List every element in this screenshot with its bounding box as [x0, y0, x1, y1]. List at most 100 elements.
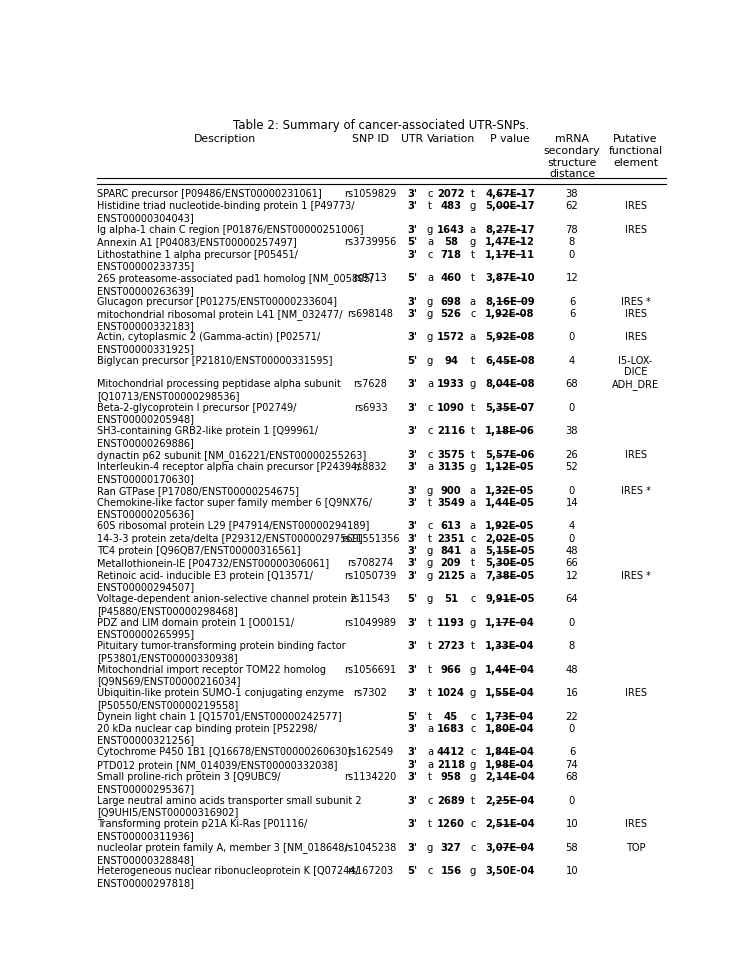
- Text: c: c: [427, 426, 433, 436]
- Text: rs7302: rs7302: [353, 687, 388, 698]
- Text: 3': 3': [407, 250, 417, 259]
- Text: 5': 5': [407, 865, 417, 875]
- Text: mRNA
secondary
structure
distance: mRNA secondary structure distance: [544, 134, 600, 179]
- Text: 156: 156: [440, 865, 461, 875]
- Text: IRES *: IRES *: [620, 570, 650, 580]
- Text: 3': 3': [407, 558, 417, 568]
- Text: 38: 38: [565, 189, 578, 199]
- Text: 3': 3': [407, 485, 417, 496]
- Text: 2072: 2072: [437, 189, 465, 199]
- Text: 698: 698: [440, 296, 461, 306]
- Text: Dynein light chain 1 [Q15701/ENST00000242577]: Dynein light chain 1 [Q15701/ENST0000024…: [97, 711, 341, 720]
- Text: PDZ and LIM domain protein 1 [O00151/
ENST00000265995]: PDZ and LIM domain protein 1 [O00151/ EN…: [97, 617, 294, 639]
- Text: 58: 58: [565, 841, 578, 852]
- Text: mitochondrial ribosomal protein L41 [NM_032477/
ENST00000332183]: mitochondrial ribosomal protein L41 [NM_…: [97, 309, 342, 331]
- Text: a: a: [427, 723, 433, 733]
- Text: 8: 8: [569, 640, 575, 651]
- Text: 613: 613: [440, 521, 461, 531]
- Text: 66: 66: [565, 558, 578, 568]
- Text: g: g: [427, 225, 433, 234]
- Text: Metallothionein-IE [P04732/ENST00000306061]: Metallothionein-IE [P04732/ENST000003060…: [97, 558, 329, 568]
- Text: 3': 3': [407, 332, 417, 342]
- Text: Ran GTPase [P17080/ENST00000254675]: Ran GTPase [P17080/ENST00000254675]: [97, 485, 299, 496]
- Text: ADH_DRE: ADH_DRE: [612, 379, 659, 390]
- Text: 68: 68: [565, 771, 578, 781]
- Text: I5-LOX-
DICE: I5-LOX- DICE: [618, 355, 652, 377]
- Text: rs11543: rs11543: [350, 594, 391, 603]
- Text: 3': 3': [407, 687, 417, 698]
- Text: 3': 3': [407, 819, 417, 828]
- Text: 1260: 1260: [437, 819, 465, 828]
- Text: 5,30E-05: 5,30E-05: [485, 558, 535, 568]
- Text: g: g: [469, 759, 476, 769]
- Text: 1572: 1572: [437, 332, 465, 342]
- Text: 51: 51: [444, 594, 458, 603]
- Text: 64: 64: [565, 594, 578, 603]
- Text: TOP: TOP: [626, 841, 645, 852]
- Text: 52: 52: [565, 461, 578, 472]
- Text: t: t: [429, 640, 432, 651]
- Text: 3575: 3575: [437, 450, 465, 459]
- Text: 526: 526: [440, 309, 461, 318]
- Text: a: a: [469, 545, 476, 556]
- Text: Putative
functional
element: Putative functional element: [609, 134, 663, 168]
- Text: P value: P value: [490, 134, 530, 144]
- Text: TC4 protein [Q96QB7/ENST00000316561]: TC4 protein [Q96QB7/ENST00000316561]: [97, 545, 301, 556]
- Text: a: a: [469, 296, 476, 306]
- Text: t: t: [429, 533, 432, 543]
- Text: 7,38E-05: 7,38E-05: [485, 570, 535, 580]
- Text: 14: 14: [565, 497, 578, 507]
- Text: Description: Description: [193, 134, 256, 144]
- Text: rs167203: rs167203: [347, 865, 394, 875]
- Text: 3': 3': [407, 521, 417, 531]
- Text: 483: 483: [440, 201, 461, 212]
- Text: c: c: [470, 309, 475, 318]
- Text: t: t: [429, 819, 432, 828]
- Text: c: c: [427, 250, 433, 259]
- Text: 1643: 1643: [437, 225, 465, 234]
- Text: a: a: [427, 379, 433, 389]
- Text: t: t: [471, 450, 475, 459]
- Text: t: t: [471, 189, 475, 199]
- Text: Cytochrome P450 1B1 [Q16678/ENST00000260630]: Cytochrome P450 1B1 [Q16678/ENST00000260…: [97, 746, 351, 757]
- Text: a: a: [469, 570, 476, 580]
- Text: Mitochondrial import receptor TOM22 homolog
[Q9NS69/ENST00000216034]: Mitochondrial import receptor TOM22 homo…: [97, 664, 326, 685]
- Text: 62: 62: [565, 201, 578, 212]
- Text: rs7628: rs7628: [353, 379, 388, 389]
- Text: t: t: [429, 711, 432, 720]
- Text: 60S ribosomal protein L29 [P47914/ENST00000294189]: 60S ribosomal protein L29 [P47914/ENST00…: [97, 521, 369, 531]
- Text: t: t: [471, 640, 475, 651]
- Text: 0: 0: [569, 617, 575, 627]
- Text: g: g: [427, 570, 433, 580]
- Text: a: a: [469, 521, 476, 531]
- Text: Table 2: Summary of cancer-associated UTR-SNPs.: Table 2: Summary of cancer-associated UT…: [233, 119, 530, 132]
- Text: 3': 3': [407, 545, 417, 556]
- Text: g: g: [427, 485, 433, 496]
- Text: 958: 958: [440, 771, 461, 781]
- Text: rs698148: rs698148: [347, 309, 394, 318]
- Text: Annexin A1 [P04083/ENST00000257497]: Annexin A1 [P04083/ENST00000257497]: [97, 237, 297, 247]
- Text: a: a: [427, 273, 433, 283]
- Text: 3': 3': [407, 296, 417, 306]
- Text: 1,98E-04: 1,98E-04: [485, 759, 535, 769]
- Text: t: t: [471, 426, 475, 436]
- Text: a: a: [469, 332, 476, 342]
- Text: g: g: [469, 771, 476, 781]
- Text: 3': 3': [407, 723, 417, 733]
- Text: 16: 16: [565, 687, 578, 698]
- Text: c: c: [427, 865, 433, 875]
- Text: 0: 0: [569, 485, 575, 496]
- Text: 3': 3': [407, 570, 417, 580]
- Text: 94: 94: [444, 355, 458, 366]
- Text: 4412: 4412: [437, 746, 465, 757]
- Text: Lithostathine 1 alpha precursor [P05451/
ENST00000233735]: Lithostathine 1 alpha precursor [P05451/…: [97, 250, 298, 271]
- Text: 3': 3': [407, 309, 417, 318]
- Text: Large neutral amino acids transporter small subunit 2
[Q9UHI5/ENST00000316902]: Large neutral amino acids transporter sm…: [97, 795, 362, 817]
- Text: nucleolar protein family A, member 3 [NM_018648/
ENST00000328848]: nucleolar protein family A, member 3 [NM…: [97, 841, 347, 864]
- Text: 1,44E-05: 1,44E-05: [485, 497, 535, 507]
- Text: t: t: [471, 355, 475, 366]
- Text: PTD012 protein [NM_014039/ENST00000332038]: PTD012 protein [NM_014039/ENST0000033203…: [97, 759, 337, 770]
- Text: rs6933: rs6933: [353, 402, 388, 413]
- Text: a: a: [427, 461, 433, 472]
- Text: rs1049989: rs1049989: [344, 617, 397, 627]
